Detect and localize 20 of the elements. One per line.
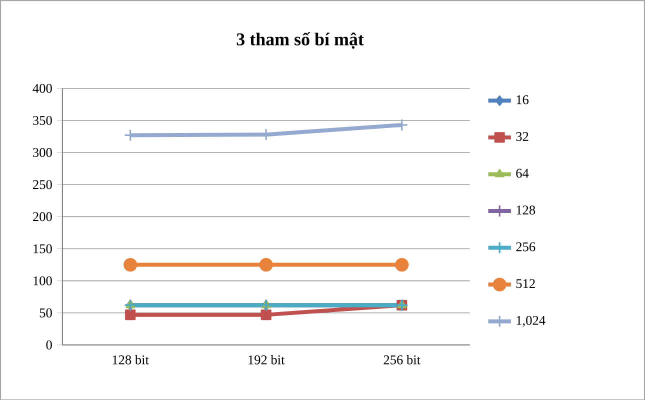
y-tick-label: 300 — [33, 148, 52, 157]
legend-label: 16 — [516, 95, 529, 104]
y-tick-label: 200 — [33, 212, 52, 221]
x-tick-label: 256 bit — [384, 354, 420, 364]
y-tick-label: 0 — [46, 340, 52, 350]
legend-label: 64 — [516, 168, 529, 178]
y-tick-label: 50 — [40, 308, 52, 318]
y-tick-label: 400 — [32, 84, 52, 93]
legend-label: 128 — [516, 205, 536, 214]
legend-label: 256 — [516, 242, 536, 252]
legend-label: 1,024 — [516, 316, 546, 327]
chart-title: 3 tham số bí mật — [236, 32, 364, 49]
y-tick-label: 250 — [33, 180, 52, 189]
legend-label: 512 — [516, 278, 535, 288]
y-tick-label: 350 — [33, 116, 52, 125]
y-tick-label: 100 — [34, 276, 52, 286]
x-tick-label: 128 bit — [112, 354, 149, 364]
legend-label: 32 — [516, 132, 528, 141]
y-tick-label: 150 — [34, 244, 52, 254]
x-tick-label: 192 bit — [248, 354, 285, 364]
